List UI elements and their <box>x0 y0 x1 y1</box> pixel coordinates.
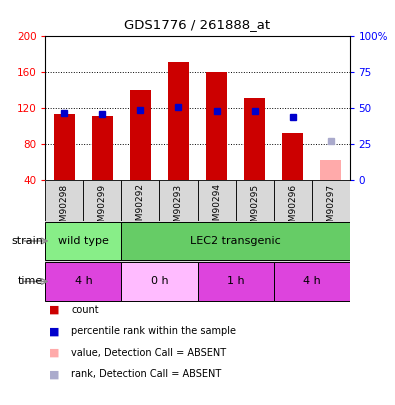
Text: time: time <box>18 277 43 286</box>
Bar <box>45 262 122 301</box>
Bar <box>83 180 122 221</box>
Bar <box>122 180 160 221</box>
Bar <box>122 262 198 301</box>
Text: value, Detection Call = ABSENT: value, Detection Call = ABSENT <box>71 348 226 358</box>
Bar <box>273 180 312 221</box>
Text: count: count <box>71 305 99 315</box>
Bar <box>273 262 350 301</box>
Text: GSM90297: GSM90297 <box>326 183 335 232</box>
Text: strain: strain <box>11 236 43 246</box>
Text: GSM90294: GSM90294 <box>212 183 221 232</box>
Bar <box>320 160 341 180</box>
Bar <box>54 114 75 180</box>
Text: GDS1776 / 261888_at: GDS1776 / 261888_at <box>124 18 271 31</box>
Text: GSM90295: GSM90295 <box>250 183 259 232</box>
Bar <box>168 62 189 180</box>
Text: 0 h: 0 h <box>150 277 168 286</box>
Text: LEC2 transgenic: LEC2 transgenic <box>190 236 281 246</box>
Text: rank, Detection Call = ABSENT: rank, Detection Call = ABSENT <box>71 369 221 379</box>
Bar <box>122 222 350 260</box>
Bar <box>282 132 303 180</box>
Bar <box>130 90 151 180</box>
Text: ■: ■ <box>49 348 60 358</box>
Text: 4 h: 4 h <box>303 277 320 286</box>
Text: ■: ■ <box>49 369 60 379</box>
Bar <box>160 180 198 221</box>
Bar <box>92 115 113 180</box>
Text: GSM90296: GSM90296 <box>288 183 297 232</box>
Text: 1 h: 1 h <box>227 277 245 286</box>
Text: GSM90299: GSM90299 <box>98 183 107 232</box>
Text: percentile rank within the sample: percentile rank within the sample <box>71 326 236 336</box>
Bar <box>312 180 350 221</box>
Text: ■: ■ <box>49 326 60 336</box>
Bar <box>206 72 227 180</box>
Text: wild type: wild type <box>58 236 109 246</box>
Text: GSM90293: GSM90293 <box>174 183 183 232</box>
Text: ■: ■ <box>49 305 60 315</box>
Text: GSM90292: GSM90292 <box>136 183 145 232</box>
Bar <box>198 262 274 301</box>
Bar <box>235 180 274 221</box>
Bar <box>45 222 122 260</box>
Bar <box>198 180 235 221</box>
Text: 4 h: 4 h <box>75 277 92 286</box>
Bar <box>45 180 83 221</box>
Bar <box>244 98 265 180</box>
Text: GSM90298: GSM90298 <box>60 183 69 232</box>
